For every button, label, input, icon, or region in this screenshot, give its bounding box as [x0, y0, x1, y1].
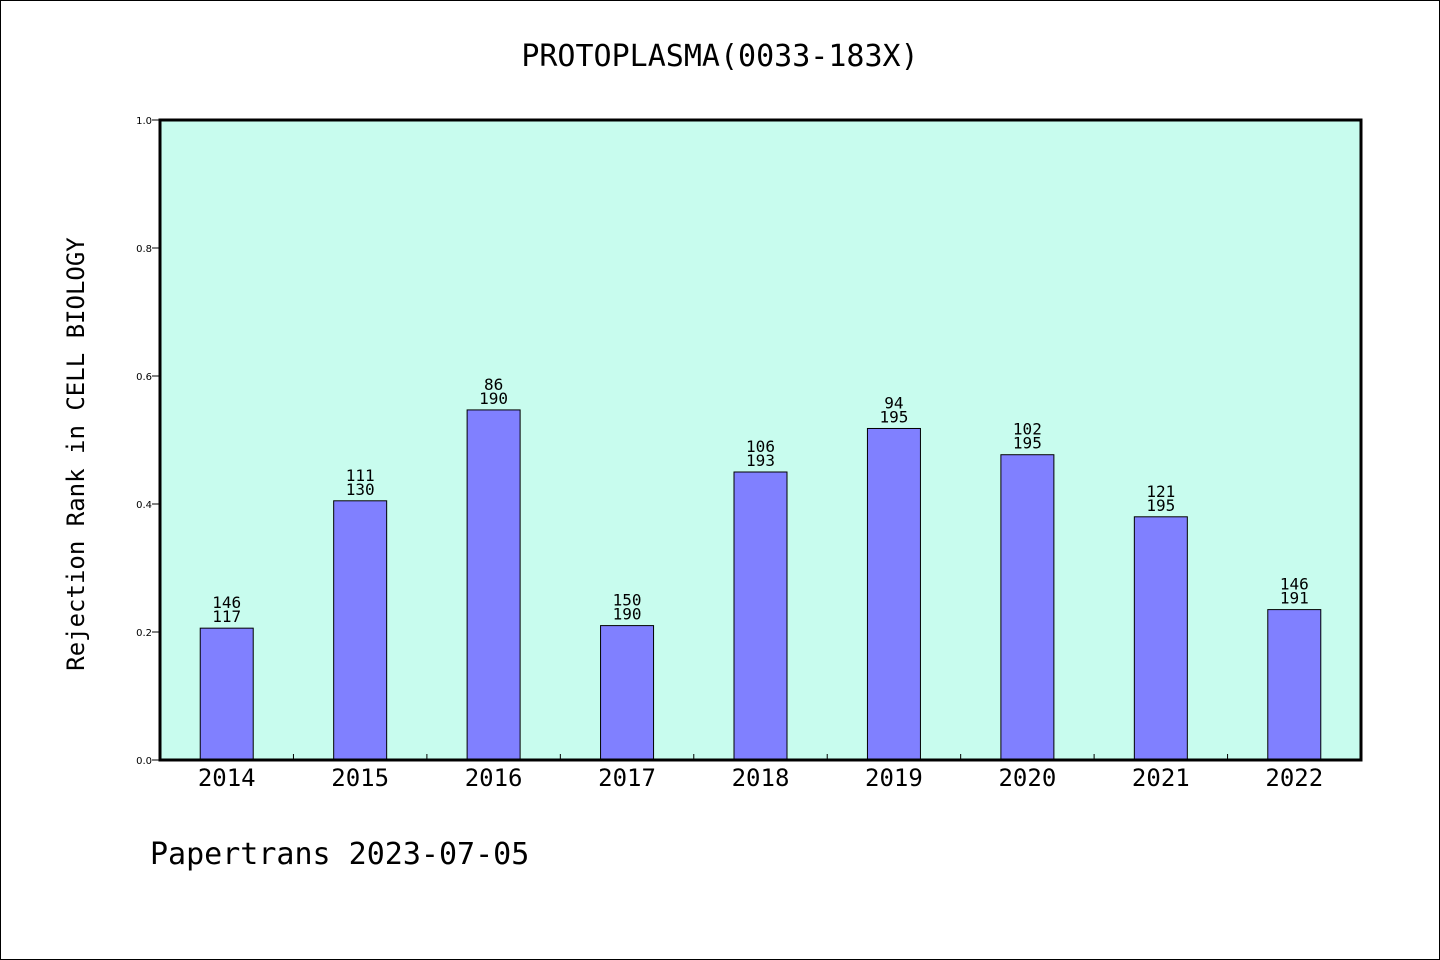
plot-border: [158, 118, 1363, 762]
bar-label-bottom: 190: [479, 389, 508, 408]
bar-label-bottom: 117: [212, 607, 241, 626]
y-tick-label: 1.0: [136, 116, 152, 127]
bar-2015: [333, 500, 388, 761]
bar-label-top: 94: [884, 393, 903, 412]
x-tick-label: 2015: [331, 764, 389, 792]
bar-label-bottom: 195: [1013, 434, 1042, 453]
bar-label-top: 121: [1146, 482, 1175, 501]
x-tick-label: 2022: [1265, 764, 1323, 792]
y-tick-label: 0.8: [136, 244, 152, 255]
y-axis-label: Rejection Rank in CELL BIOLOGY: [62, 237, 90, 671]
y-axis: 0.0 0.2 0.4 0.6 0.8 1.0: [136, 116, 160, 767]
bar-2021: [1133, 516, 1188, 761]
bar-label-top: 146: [1280, 575, 1309, 594]
chart-title: PROTOPLASMA(0033-183X): [521, 39, 918, 74]
bar-label-bottom: 195: [879, 407, 908, 426]
bar-label-top: 102: [1013, 420, 1042, 439]
bar-label-top: 86: [484, 375, 503, 394]
bar-labels-group: 1461171111308619015019010619394195102195…: [212, 375, 1308, 626]
bar-label-top: 106: [746, 437, 775, 456]
x-tick-label: 2019: [865, 764, 923, 792]
bar-label-bottom: 130: [346, 480, 375, 499]
bar-label-bottom: 191: [1280, 589, 1309, 608]
bar-2018: [733, 471, 788, 761]
bar-2014: [199, 627, 254, 761]
x-tick-label: 2018: [732, 764, 790, 792]
y-tick-label: 0.2: [136, 628, 152, 639]
y-tick-label: 0.4: [136, 500, 152, 511]
bar-2017: [600, 625, 655, 761]
bar-label-top: 150: [613, 591, 642, 610]
x-tick-label: 2016: [465, 764, 523, 792]
x-tick-label: 2014: [198, 764, 256, 792]
bar-2022: [1267, 609, 1322, 761]
bar-label-top: 146: [212, 593, 241, 612]
y-tick-label: 0.0: [136, 756, 152, 767]
bar-label-bottom: 193: [746, 451, 775, 470]
x-tick-label: 2020: [998, 764, 1056, 792]
footer-text: Papertrans 2023-07-05: [150, 837, 529, 872]
x-axis: 2014 2015 2016 2017 2018 2019 2020 2021 2022: [198, 754, 1323, 792]
y-tick-label: 0.6: [136, 372, 152, 383]
bars-group: [199, 409, 1322, 761]
bar-label-bottom: 195: [1146, 496, 1175, 515]
x-tick-label: 2021: [1132, 764, 1190, 792]
bar-2020: [1000, 454, 1055, 761]
x-tick-label: 2017: [598, 764, 656, 792]
bar-2016: [466, 409, 521, 761]
bar-label-bottom: 190: [613, 605, 642, 624]
bar-2019: [866, 427, 921, 761]
bar-label-top: 111: [346, 466, 375, 485]
